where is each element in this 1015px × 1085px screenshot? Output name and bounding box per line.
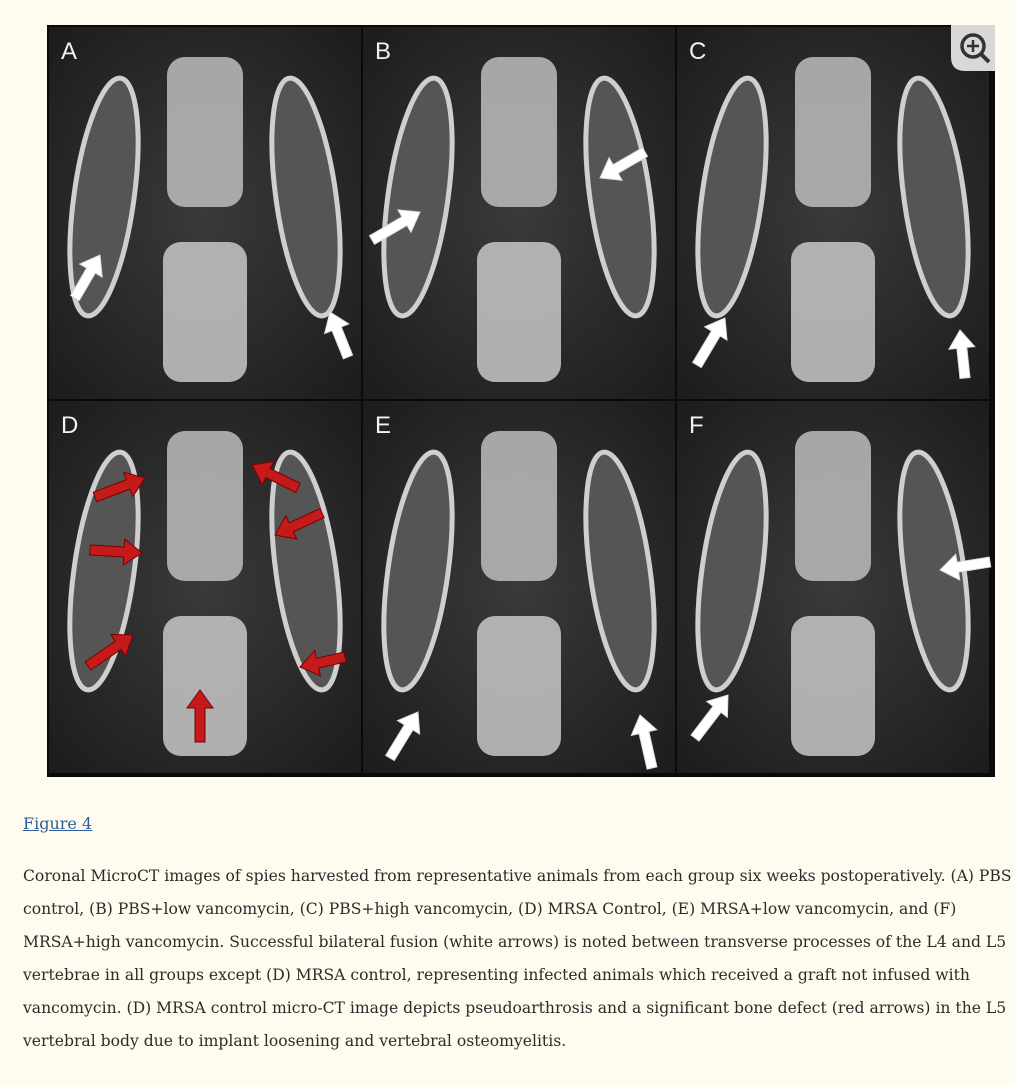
arrow <box>368 209 421 245</box>
arrow <box>692 317 728 369</box>
vertebra <box>477 242 561 382</box>
ct-panel: A <box>49 27 361 399</box>
arrow <box>274 507 325 540</box>
panel-label: C <box>689 38 706 65</box>
panel-label: F <box>689 412 704 439</box>
vertebra <box>791 616 875 756</box>
ct-panel: E <box>363 401 675 773</box>
vertebra <box>791 242 875 382</box>
transverse-process <box>583 449 657 693</box>
ct-panel: C <box>677 27 989 399</box>
transverse-process <box>67 449 141 693</box>
panel-label: A <box>61 38 77 65</box>
arrow <box>947 329 976 380</box>
ct-panel: F <box>677 401 989 773</box>
transverse-process <box>897 75 971 319</box>
arrow <box>690 694 729 742</box>
panel-label: B <box>375 38 391 65</box>
vertebra <box>795 431 871 581</box>
vertebra <box>167 431 243 581</box>
vertebra <box>481 431 557 581</box>
zoom-button[interactable] <box>951 25 995 71</box>
vertebra <box>477 616 561 756</box>
figure-image[interactable]: A B C D E F <box>47 25 995 777</box>
vertebra <box>167 57 243 207</box>
transverse-process <box>269 75 343 319</box>
arrow <box>186 689 214 743</box>
arrow <box>630 714 658 770</box>
arrow <box>84 633 134 671</box>
arrow <box>385 711 421 762</box>
figure-caption: Coronal MicroCT images of spies harveste… <box>23 867 1012 1050</box>
vertebra <box>163 616 247 756</box>
arrow <box>92 471 146 503</box>
arrow <box>323 311 354 360</box>
arrow <box>939 553 992 581</box>
figure-link[interactable]: Figure 4 <box>23 814 93 833</box>
transverse-process <box>381 449 455 693</box>
panel-label: E <box>375 412 391 439</box>
vertebra <box>795 57 871 207</box>
arrow <box>89 537 143 566</box>
transverse-process <box>67 75 141 319</box>
transverse-process <box>695 75 769 319</box>
vertebra <box>481 57 557 207</box>
arrow <box>299 649 347 677</box>
arrow <box>251 460 301 494</box>
arrow <box>599 147 649 181</box>
vertebra <box>163 242 247 382</box>
transverse-process <box>381 75 455 319</box>
transverse-process <box>583 75 657 319</box>
transverse-process <box>695 449 769 693</box>
arrow <box>70 254 103 302</box>
transverse-process <box>269 449 343 693</box>
panel-label: D <box>61 412 78 439</box>
